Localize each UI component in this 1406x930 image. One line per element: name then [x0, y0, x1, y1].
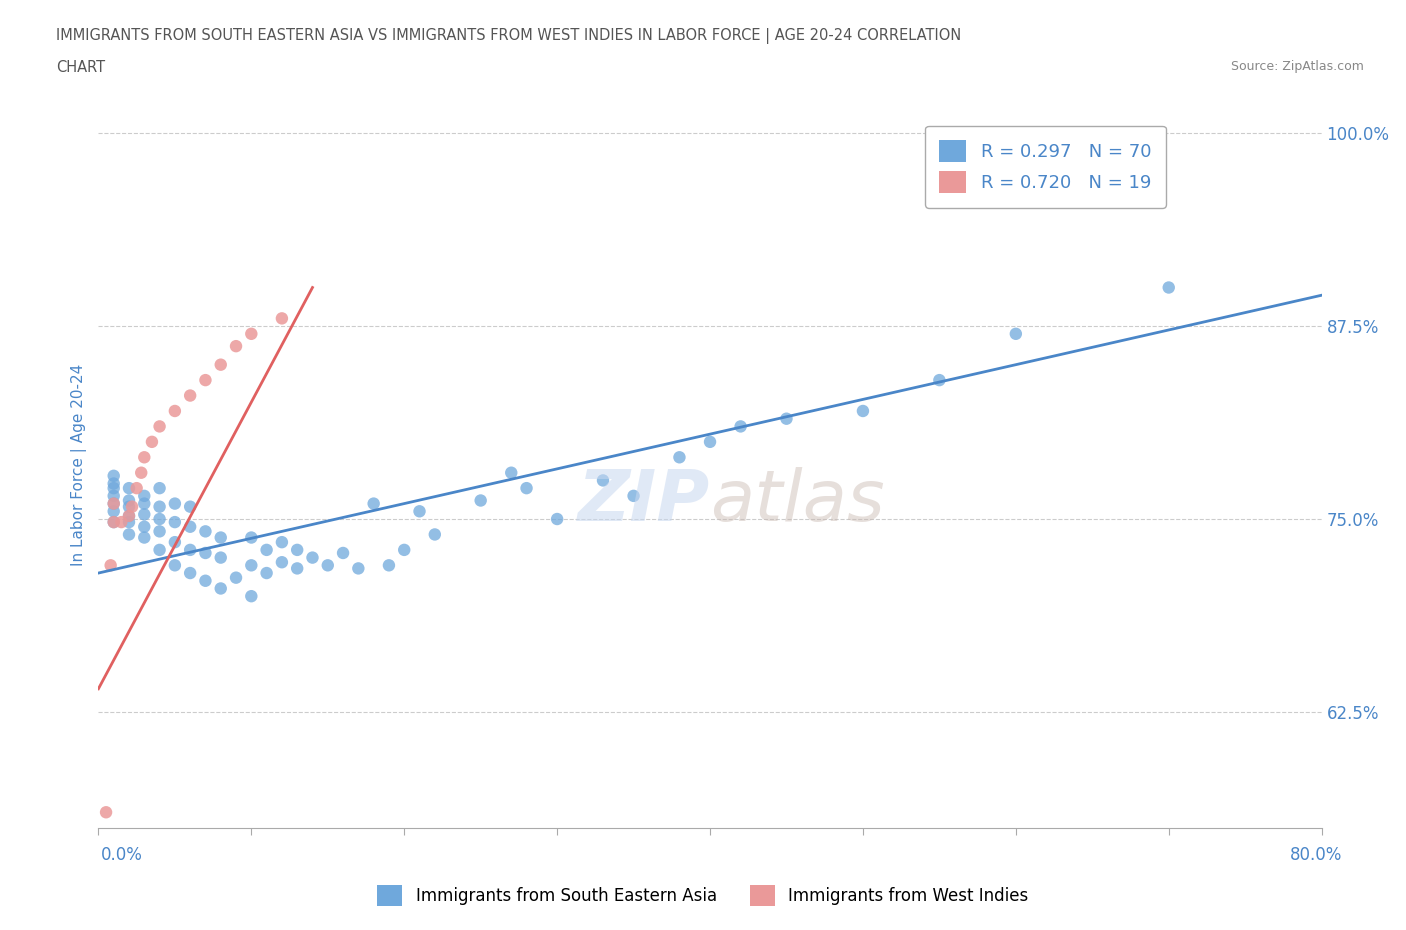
Point — [546, 512, 568, 526]
Point — [110, 514, 132, 529]
Point — [516, 481, 538, 496]
Point — [134, 450, 156, 465]
Point — [121, 499, 143, 514]
Point — [470, 493, 492, 508]
Point — [270, 535, 292, 550]
Point — [163, 558, 186, 573]
Text: CHART: CHART — [56, 60, 105, 75]
Point — [163, 535, 186, 550]
Point — [163, 514, 186, 529]
Legend: R = 0.297   N = 70, R = 0.720   N = 19: R = 0.297 N = 70, R = 0.720 N = 19 — [925, 126, 1166, 207]
Point — [149, 542, 172, 557]
Point — [301, 551, 323, 565]
Point — [285, 542, 308, 557]
Point — [149, 512, 172, 526]
Point — [285, 561, 308, 576]
Point — [775, 411, 797, 426]
Point — [194, 573, 217, 588]
Point — [209, 357, 232, 372]
Point — [134, 530, 156, 545]
Point — [118, 527, 141, 542]
Point — [363, 496, 385, 511]
Text: IMMIGRANTS FROM SOUTH EASTERN ASIA VS IMMIGRANTS FROM WEST INDIES IN LABOR FORCE: IMMIGRANTS FROM SOUTH EASTERN ASIA VS IM… — [56, 28, 962, 44]
Point — [134, 488, 156, 503]
Point — [240, 326, 263, 341]
Point — [149, 481, 172, 496]
Point — [118, 514, 141, 529]
Point — [94, 804, 117, 819]
Text: Source: ZipAtlas.com: Source: ZipAtlas.com — [1230, 60, 1364, 73]
Point — [103, 514, 125, 529]
Point — [240, 530, 263, 545]
Point — [134, 496, 156, 511]
Point — [194, 373, 217, 388]
Point — [378, 558, 401, 573]
Point — [699, 434, 721, 449]
Point — [209, 581, 232, 596]
Point — [118, 499, 141, 514]
Point — [592, 473, 614, 488]
Text: ZIP: ZIP — [578, 467, 710, 536]
Point — [149, 419, 172, 434]
Point — [270, 555, 292, 570]
Text: 0.0%: 0.0% — [101, 846, 143, 864]
Point — [179, 565, 201, 580]
Point — [240, 589, 263, 604]
Point — [423, 527, 446, 542]
Point — [316, 558, 339, 573]
Point — [179, 499, 201, 514]
Text: atlas: atlas — [710, 467, 884, 536]
Point — [149, 524, 172, 538]
Point — [103, 488, 125, 503]
Point — [103, 496, 125, 511]
Point — [103, 504, 125, 519]
Point — [623, 488, 645, 503]
Point — [852, 404, 875, 418]
Point — [149, 499, 172, 514]
Point — [103, 514, 125, 529]
Point — [225, 339, 247, 353]
Point — [118, 509, 141, 524]
Point — [194, 524, 217, 538]
Point — [209, 530, 232, 545]
Point — [134, 519, 156, 534]
Point — [270, 311, 292, 325]
Point — [125, 481, 148, 496]
Point — [225, 570, 247, 585]
Y-axis label: In Labor Force | Age 20-24: In Labor Force | Age 20-24 — [72, 364, 87, 566]
Point — [118, 493, 141, 508]
Point — [501, 465, 523, 480]
Point — [1004, 326, 1026, 341]
Point — [256, 565, 278, 580]
Point — [103, 469, 125, 484]
Point — [668, 450, 690, 465]
Point — [730, 419, 752, 434]
Point — [103, 476, 125, 491]
Point — [163, 496, 186, 511]
Point — [163, 404, 186, 418]
Text: 80.0%: 80.0% — [1291, 846, 1343, 864]
Point — [408, 504, 430, 519]
Point — [392, 542, 416, 557]
Point — [209, 551, 232, 565]
Legend: Immigrants from South Eastern Asia, Immigrants from West Indies: Immigrants from South Eastern Asia, Immi… — [371, 879, 1035, 912]
Point — [103, 481, 125, 496]
Point — [179, 542, 201, 557]
Point — [332, 546, 354, 561]
Point — [179, 519, 201, 534]
Point — [118, 481, 141, 496]
Point — [179, 388, 201, 403]
Point — [240, 558, 263, 573]
Point — [1157, 280, 1180, 295]
Point — [129, 465, 152, 480]
Point — [194, 546, 217, 561]
Point — [100, 558, 122, 573]
Point — [256, 542, 278, 557]
Point — [141, 434, 163, 449]
Point — [347, 561, 370, 576]
Point — [118, 509, 141, 524]
Point — [134, 507, 156, 522]
Point — [928, 373, 950, 388]
Point — [103, 496, 125, 511]
